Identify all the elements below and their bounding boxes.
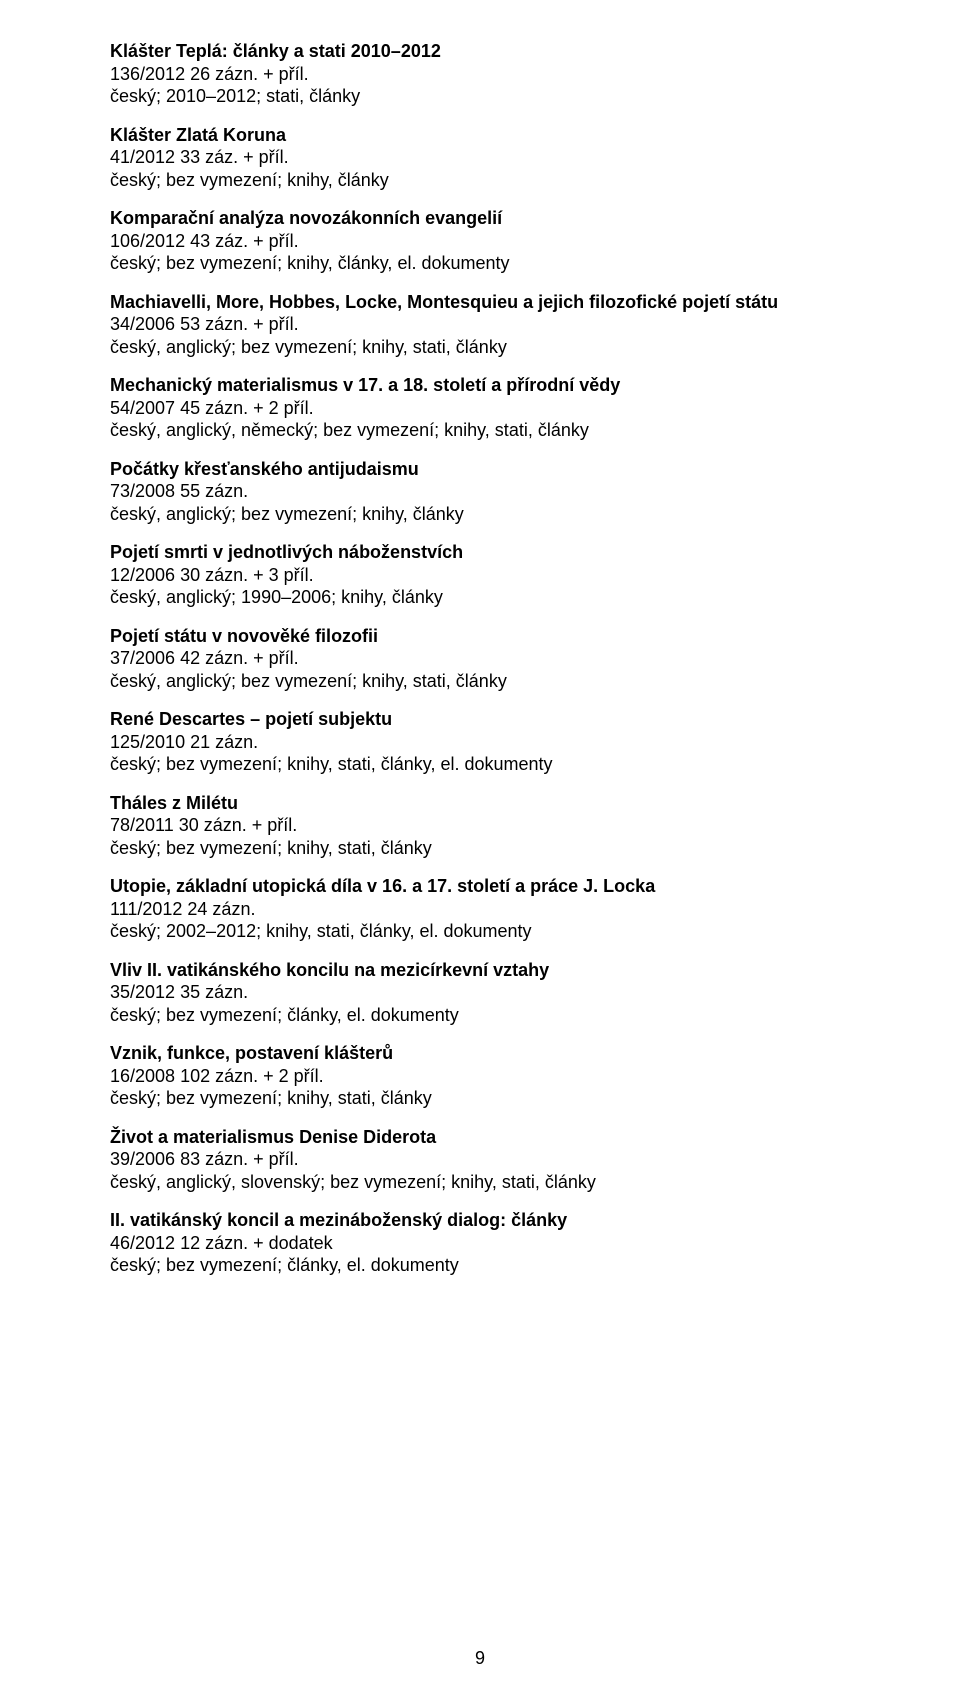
entry-title: Vznik, funkce, postavení klášterů xyxy=(110,1042,850,1065)
entry-record-info: 16/2008 102 zázn. + 2 příl. xyxy=(110,1065,850,1088)
entry-title: Tháles z Milétu xyxy=(110,792,850,815)
entry: Pojetí smrti v jednotlivých náboženstvíc… xyxy=(110,541,850,609)
entry-record-info: 37/2006 42 zázn. + příl. xyxy=(110,647,850,670)
entry-title: Komparační analýza novozákonních evangel… xyxy=(110,207,850,230)
entry-record-info: 12/2006 30 zázn. + 3 příl. xyxy=(110,564,850,587)
entry-title: II. vatikánský koncil a mezináboženský d… xyxy=(110,1209,850,1232)
entry-language-info: český; bez vymezení; knihy, stati, článk… xyxy=(110,753,850,776)
entry-language-info: český; bez vymezení; knihy, stati, článk… xyxy=(110,837,850,860)
entry-title: René Descartes – pojetí subjektu xyxy=(110,708,850,731)
entries-list: Klášter Teplá: články a stati 2010–20121… xyxy=(110,40,850,1277)
entry: Tháles z Milétu78/2011 30 zázn. + příl.č… xyxy=(110,792,850,860)
entry-record-info: 39/2006 83 zázn. + příl. xyxy=(110,1148,850,1171)
entry-title: Utopie, základní utopická díla v 16. a 1… xyxy=(110,875,850,898)
entry-record-info: 46/2012 12 zázn. + dodatek xyxy=(110,1232,850,1255)
entry-language-info: český, anglický; bez vymezení; knihy, st… xyxy=(110,670,850,693)
entry-record-info: 78/2011 30 zázn. + příl. xyxy=(110,814,850,837)
entry: Klášter Teplá: články a stati 2010–20121… xyxy=(110,40,850,108)
entry-language-info: český; bez vymezení; knihy, články xyxy=(110,169,850,192)
entry: Utopie, základní utopická díla v 16. a 1… xyxy=(110,875,850,943)
entry: Život a materialismus Denise Diderota39/… xyxy=(110,1126,850,1194)
entry: Mechanický materialismus v 17. a 18. sto… xyxy=(110,374,850,442)
entry-title: Mechanický materialismus v 17. a 18. sto… xyxy=(110,374,850,397)
entry: Počátky křesťanského antijudaismu73/2008… xyxy=(110,458,850,526)
entry-title: Počátky křesťanského antijudaismu xyxy=(110,458,850,481)
entry-record-info: 34/2006 53 zázn. + příl. xyxy=(110,313,850,336)
entry-language-info: český, anglický, německý; bez vymezení; … xyxy=(110,419,850,442)
entry: Machiavelli, More, Hobbes, Locke, Montes… xyxy=(110,291,850,359)
entry-record-info: 111/2012 24 zázn. xyxy=(110,898,850,921)
page-number: 9 xyxy=(0,1647,960,1670)
entry-record-info: 73/2008 55 zázn. xyxy=(110,480,850,503)
entry-language-info: český; bez vymezení; články, el. dokumen… xyxy=(110,1004,850,1027)
entry-record-info: 106/2012 43 záz. + příl. xyxy=(110,230,850,253)
entry-title: Vliv II. vatikánského koncilu na mezicír… xyxy=(110,959,850,982)
entry-title: Machiavelli, More, Hobbes, Locke, Montes… xyxy=(110,291,850,314)
entry: II. vatikánský koncil a mezináboženský d… xyxy=(110,1209,850,1277)
entry-language-info: český; bez vymezení; knihy, články, el. … xyxy=(110,252,850,275)
entry-record-info: 125/2010 21 zázn. xyxy=(110,731,850,754)
entry-language-info: český, anglický; bez vymezení; knihy, st… xyxy=(110,336,850,359)
entry-record-info: 136/2012 26 zázn. + příl. xyxy=(110,63,850,86)
entry-language-info: český, anglický; bez vymezení; knihy, čl… xyxy=(110,503,850,526)
entry-record-info: 54/2007 45 zázn. + 2 příl. xyxy=(110,397,850,420)
entry-language-info: český; bez vymezení; knihy, stati, článk… xyxy=(110,1087,850,1110)
entry: Pojetí státu v novověké filozofii37/2006… xyxy=(110,625,850,693)
entry-language-info: český; 2002–2012; knihy, stati, články, … xyxy=(110,920,850,943)
entry: Komparační analýza novozákonních evangel… xyxy=(110,207,850,275)
entry-language-info: český, anglický, slovenský; bez vymezení… xyxy=(110,1171,850,1194)
entry: Klášter Zlatá Koruna41/2012 33 záz. + př… xyxy=(110,124,850,192)
entry: Vliv II. vatikánského koncilu na mezicír… xyxy=(110,959,850,1027)
entry-title: Život a materialismus Denise Diderota xyxy=(110,1126,850,1149)
entry-language-info: český; 2010–2012; stati, články xyxy=(110,85,850,108)
entry-language-info: český; bez vymezení; články, el. dokumen… xyxy=(110,1254,850,1277)
entry-title: Klášter Teplá: články a stati 2010–2012 xyxy=(110,40,850,63)
entry-language-info: český, anglický; 1990–2006; knihy, článk… xyxy=(110,586,850,609)
entry-record-info: 41/2012 33 záz. + příl. xyxy=(110,146,850,169)
entry-record-info: 35/2012 35 zázn. xyxy=(110,981,850,1004)
entry: René Descartes – pojetí subjektu125/2010… xyxy=(110,708,850,776)
entry-title: Pojetí státu v novověké filozofii xyxy=(110,625,850,648)
entry: Vznik, funkce, postavení klášterů16/2008… xyxy=(110,1042,850,1110)
entry-title: Pojetí smrti v jednotlivých náboženstvíc… xyxy=(110,541,850,564)
entry-title: Klášter Zlatá Koruna xyxy=(110,124,850,147)
